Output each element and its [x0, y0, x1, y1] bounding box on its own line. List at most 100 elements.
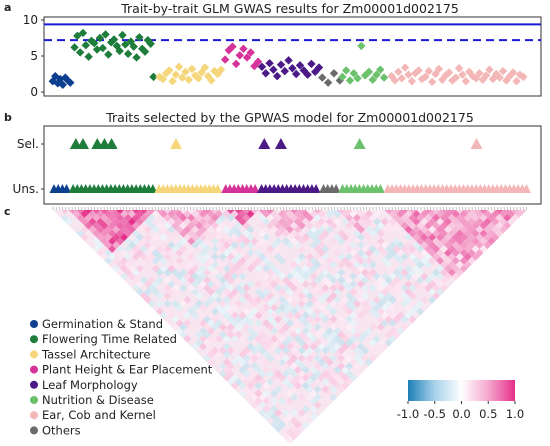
correlation-cell: [349, 280, 358, 289]
gwas-point: [292, 69, 301, 79]
gwas-point: [115, 46, 124, 56]
gwas-point: [75, 48, 85, 57]
correlation-cell: [266, 245, 275, 253]
correlation-cell: [246, 280, 255, 289]
gwas-point: [390, 76, 400, 85]
correlation-cell: [163, 299, 172, 308]
gwas-point: [458, 70, 467, 79]
panel-a-plot: 0 5 10: [23, 13, 542, 99]
panel-b-title: Traits selected by the GPWAS model for Z…: [105, 110, 474, 125]
correlation-cell: [226, 362, 235, 371]
correlation-cell: [104, 225, 113, 234]
gwas-point: [349, 69, 358, 78]
correlation-cell: [246, 334, 255, 343]
legend-label: Germination & Stand: [42, 317, 163, 331]
correlation-cell: [483, 225, 492, 234]
correlation-cell: [171, 284, 180, 293]
correlation-cell: [380, 225, 389, 234]
correlation-cell: [286, 225, 294, 234]
correlation-cell: [345, 245, 354, 253]
correlation-cell: [187, 284, 196, 293]
correlation-cell: [361, 284, 369, 293]
correlation-cell: [333, 217, 342, 226]
correlation-cell: [392, 210, 401, 214]
gwas-point: [123, 49, 133, 59]
correlation-cell: [128, 225, 136, 234]
correlation-cell: [301, 280, 310, 289]
correlation-cell: [155, 210, 164, 214]
gwas-point: [295, 61, 305, 70]
correlation-cell: [278, 256, 287, 265]
gwas-point: [109, 35, 119, 44]
correlation-cell: [179, 245, 188, 253]
correlation-cell: [183, 295, 192, 304]
correlation-cell: [254, 264, 263, 273]
gwas-point: [207, 76, 216, 85]
correlation-cell: [313, 393, 322, 402]
colorbar-tick-label: -1.0: [397, 407, 419, 421]
correlation-cell: [234, 210, 243, 214]
gwas-point: [498, 66, 508, 76]
colorbar-tick-label: 0.5: [479, 407, 497, 421]
correlation-cell: [388, 303, 397, 312]
correlation-cell: [372, 225, 381, 234]
legend-swatch: [30, 396, 38, 404]
correlation-cell: [226, 346, 235, 355]
legend-swatch: [30, 380, 38, 389]
correlation-cell: [471, 245, 480, 253]
gwas-point: [360, 71, 370, 80]
gwas-point: [288, 64, 297, 73]
correlation-cell: [274, 315, 283, 324]
correlation-cell: [96, 225, 105, 234]
correlation-cell: [207, 350, 215, 359]
panel-b-letter: b: [4, 111, 12, 124]
gwas-point: [140, 47, 150, 56]
correlation-cell: [112, 225, 121, 234]
unselected-trait-marker: [311, 184, 321, 193]
selected-trait-marker: [470, 138, 483, 149]
correlation-cell: [238, 272, 247, 281]
correlation-cell: [313, 401, 322, 410]
correlation-cell: [301, 412, 310, 421]
gwas-point: [421, 72, 430, 82]
gwas-point: [90, 38, 99, 48]
correlation-cell: [274, 408, 283, 417]
correlation-cell: [491, 225, 500, 234]
panel-a-ytick-label: 0: [30, 85, 38, 99]
gwas-point: [519, 72, 528, 82]
correlation-cell: [440, 210, 448, 214]
correlation-cell: [128, 264, 136, 273]
gwas-point: [121, 40, 130, 49]
correlation-cell: [313, 245, 322, 253]
gwas-point: [357, 41, 366, 51]
gwas-point: [73, 31, 82, 41]
gwas-point: [92, 45, 102, 54]
gwas-point: [257, 62, 267, 71]
gwas-point: [284, 56, 293, 65]
gwas-point: [194, 74, 203, 83]
selected-trait-marker: [77, 138, 90, 149]
legend-label: Ear, Cob and Kernel: [42, 408, 156, 422]
correlation-cell: [108, 245, 117, 253]
gwas-point: [242, 53, 252, 62]
correlation-cell: [195, 210, 204, 214]
panel-a-letter: a: [4, 1, 11, 14]
gwas-point: [318, 73, 327, 82]
panel-b-plot: Sel. Uns.: [13, 125, 542, 205]
gwas-point: [118, 30, 127, 40]
correlation-cell: [444, 225, 452, 234]
gwas-point: [303, 70, 312, 79]
unselected-trait-marker: [148, 184, 158, 193]
correlation-cell: [151, 233, 160, 242]
correlation-cell: [116, 245, 125, 253]
panel-b-frame: [43, 125, 542, 205]
correlation-cell: [207, 358, 215, 367]
correlation-cell: [388, 295, 397, 304]
selected-trait-marker: [105, 138, 118, 149]
correlation-cell: [392, 245, 401, 253]
correlation-cell: [147, 245, 156, 253]
legend-swatch: [30, 411, 38, 420]
gwas-point: [200, 63, 210, 72]
correlation-cell: [329, 315, 338, 324]
